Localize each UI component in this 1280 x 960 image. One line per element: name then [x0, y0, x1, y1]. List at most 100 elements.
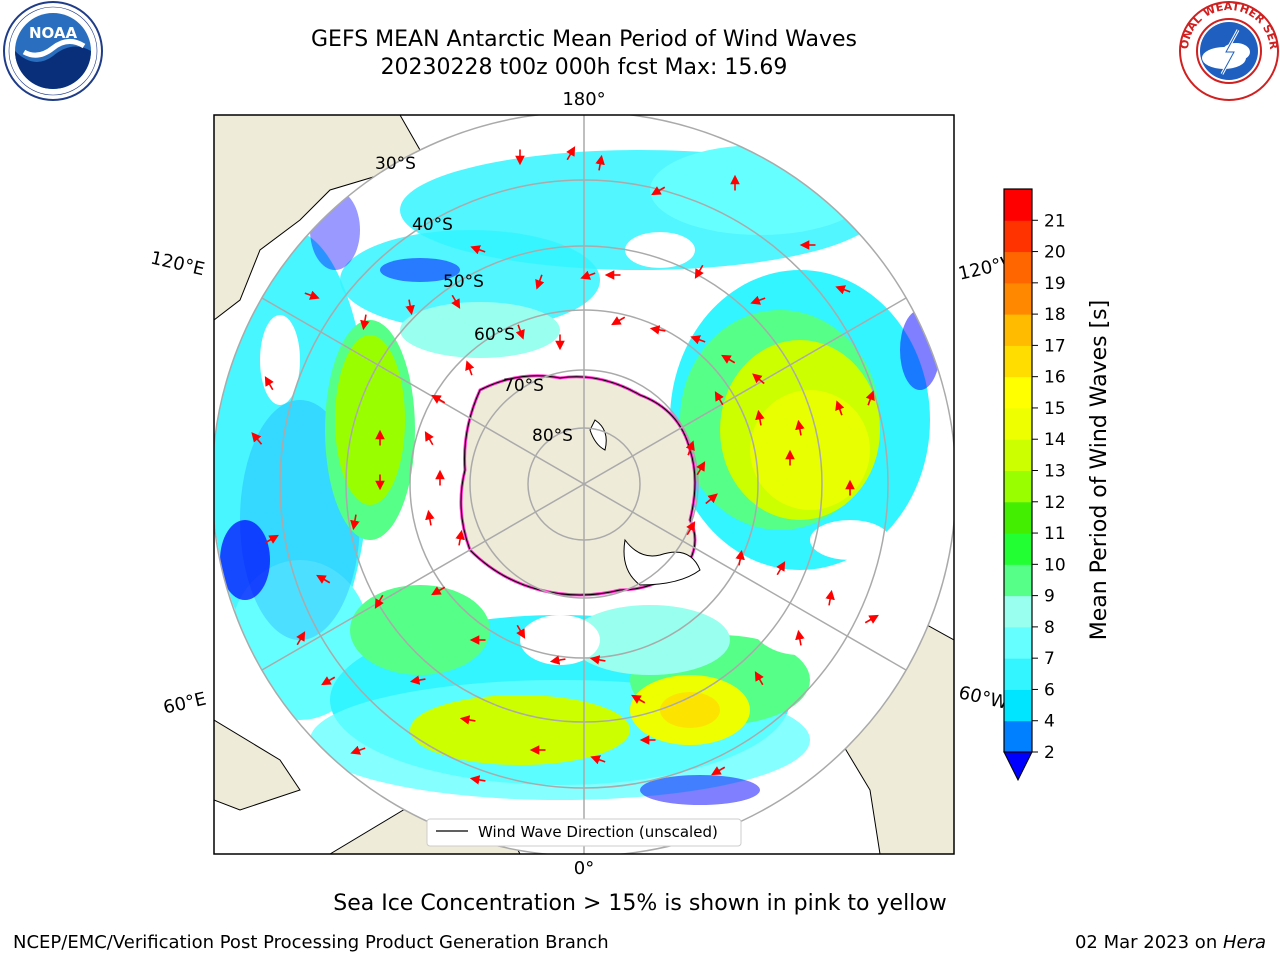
footer-host: Hera	[1222, 932, 1266, 953]
colorbar-tick-label: 16	[1044, 368, 1066, 388]
lon-label-180: 180°	[562, 89, 605, 110]
wind-wave-arrow	[321, 676, 336, 686]
colorbar-tick-label: 7	[1044, 649, 1055, 669]
map-frame	[213, 114, 955, 855]
colorbar-segment	[1004, 220, 1032, 253]
wind-wave-arrow	[405, 299, 415, 316]
footer-date: 02 Mar 2023 on Hera	[1075, 932, 1266, 953]
colorbar-tick-label: 20	[1044, 243, 1066, 263]
wind-wave-arrow	[264, 534, 279, 544]
wind-wave-arrow	[864, 614, 879, 624]
lat-label-80s: 80°S	[532, 426, 573, 446]
wind-wave-arrow	[721, 354, 736, 364]
footer-date-text: 02 Mar 2023 on	[1074, 932, 1223, 953]
wind-wave-arrow	[566, 146, 576, 161]
graticule	[214, 115, 954, 854]
wind-wave-arrow	[251, 432, 263, 445]
colorbar-tick-label: 14	[1044, 430, 1066, 450]
lat-label-50s: 50°S	[443, 272, 484, 292]
colorbar-tick-label: 19	[1044, 274, 1066, 294]
wind-wave-arrow	[694, 264, 704, 279]
wind-wave-arrow	[535, 274, 545, 290]
legend: Wind Wave Direction (unscaled)	[426, 818, 742, 847]
wind-wave-arrow	[735, 549, 745, 566]
wind-wave-arrow	[795, 419, 805, 436]
wind-wave-arrow	[631, 694, 646, 704]
lon-label-60w: 60°W	[957, 682, 1010, 714]
wind-wave-arrow	[455, 529, 465, 546]
wind-wave-arrow	[651, 186, 666, 196]
colorbar-tick-label: 21	[1044, 211, 1066, 231]
wind-wave-arrow	[690, 335, 706, 345]
wind-wave-arrow	[459, 715, 476, 725]
wind-wave-arrow	[776, 561, 786, 576]
footer-branch: NCEP/EMC/Verification Post Processing Pr…	[13, 932, 609, 953]
colorbar: 2 4 6 7 8 9 10 11 12 13 14 15 16 17 18 19 20 21 Mean Peri…	[1003, 188, 1112, 782]
colorbar-segment	[1004, 533, 1032, 565]
sea-ice-note: Sea Ice Concentration > 15% is shown in …	[333, 891, 947, 916]
svg-text:NOAA: NOAA	[29, 24, 78, 42]
wind-wave-arrow	[470, 245, 486, 255]
colorbar-label: Mean Period of Wind Waves [s]	[1087, 300, 1112, 640]
lon-label-0: 0°	[574, 858, 594, 879]
national-weather-service-logo: NATIONAL WEATHER SERVICE	[1173, 0, 1280, 106]
colorbar-segment	[1004, 689, 1032, 722]
wind-wave-arrow	[549, 655, 566, 665]
lon-label-120e: 120°E	[149, 248, 207, 281]
colorbar-segment	[1004, 470, 1032, 503]
antarctica-landmass	[459, 374, 701, 597]
wind-wave-arrow	[431, 394, 446, 404]
lat-label-40s: 40°S	[412, 215, 453, 235]
colorbar-segment	[1004, 595, 1032, 628]
wind-wave-arrow	[711, 766, 726, 776]
wind-wave-arrow	[424, 431, 434, 446]
colorbar-tick-label: 10	[1044, 555, 1066, 575]
wind-wave-arrow	[835, 400, 845, 416]
colorbar-segment	[1004, 376, 1032, 409]
wind-wave-arrow	[686, 521, 696, 536]
colorbar-tick-label: 6	[1044, 680, 1055, 700]
wind-wave-arrow	[304, 290, 320, 300]
wind-wave-arrow	[649, 325, 666, 335]
wind-wave-arrow	[316, 574, 331, 584]
colorbar-tick-label: 2	[1044, 743, 1055, 763]
wind-wave-arrow	[515, 324, 525, 340]
wind-wave-arrow	[611, 316, 626, 326]
lat-label-30s: 30°S	[375, 154, 416, 174]
wind-wave-direction-arrows	[251, 146, 879, 785]
colorbar-segment	[1004, 314, 1032, 346]
colorbar-tick-label: 4	[1044, 712, 1055, 732]
wind-wave-arrow	[705, 493, 718, 505]
colorbar-segment	[1004, 501, 1032, 534]
wind-wave-arrow	[589, 655, 606, 665]
wind-wave-arrow	[590, 755, 606, 765]
wind-wave-arrow	[714, 391, 724, 406]
colorbar-segment	[1004, 439, 1032, 471]
wind-wave-arrow	[696, 461, 706, 476]
lat-label-60s: 60°S	[474, 325, 515, 345]
wind-wave-arrow	[795, 629, 805, 646]
wind-wave-arrow	[750, 295, 766, 305]
wind-wave-arrow	[296, 631, 306, 646]
wind-wave-arrow	[360, 314, 370, 331]
wind-wave-arrow	[431, 586, 446, 596]
wind-wave-arrow	[755, 409, 765, 426]
wind-wave-arrow	[409, 675, 426, 685]
colorbar-segment	[1004, 282, 1032, 315]
chart-subtitle-date: 20230228 t00z 000h fcst Max: 15.69	[380, 55, 788, 80]
wind-wave-arrow	[425, 509, 435, 526]
wind-wave-arrow	[469, 775, 486, 785]
colorbar-segment	[1004, 189, 1032, 221]
wind-wave-arrow	[350, 514, 360, 531]
colorbar-segment	[1004, 407, 1032, 440]
colorbar-segment	[1004, 720, 1032, 753]
legend-label: Wind Wave Direction (unscaled)	[478, 823, 718, 841]
wind-wave-arrow	[752, 373, 765, 385]
wind-wave-arrow	[825, 589, 835, 606]
lat-label-70s: 70°S	[503, 376, 544, 396]
colorbar-segment	[1004, 251, 1032, 284]
wind-wave-arrow	[264, 376, 274, 391]
colorbar-tick-label: 15	[1044, 399, 1066, 419]
wind-wave-arrow	[350, 745, 366, 755]
